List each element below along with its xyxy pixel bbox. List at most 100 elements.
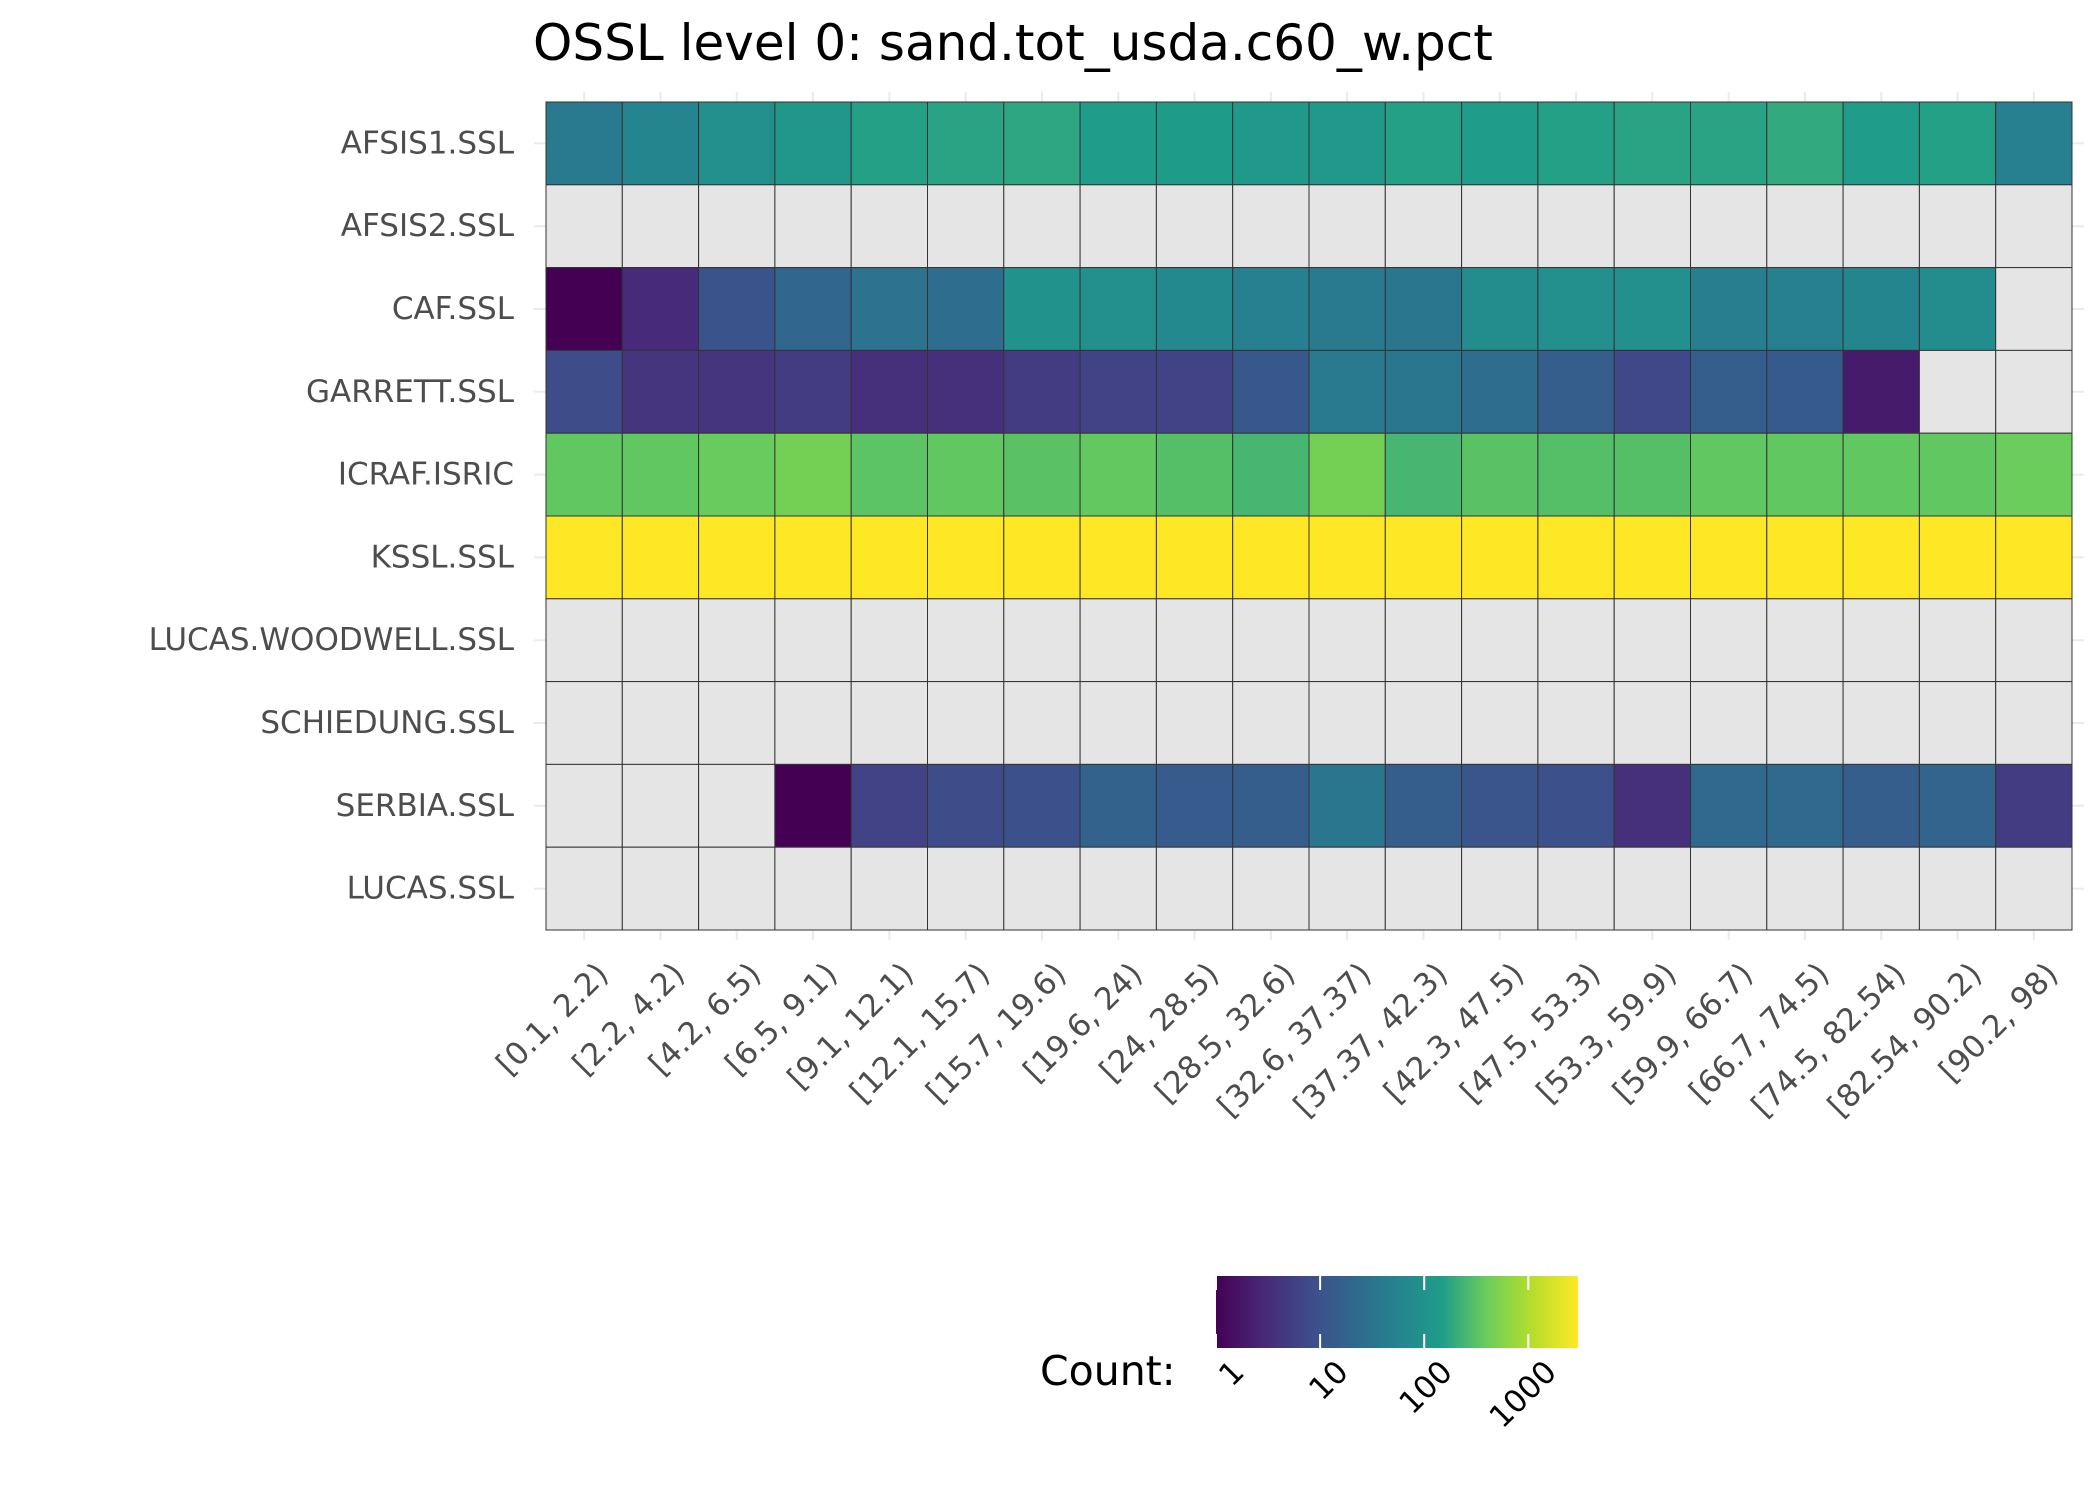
heatmap-cell (1384, 846, 1463, 931)
heatmap-cell (1690, 681, 1768, 765)
heatmap-cell (545, 598, 623, 683)
heatmap-cell (1003, 267, 1081, 351)
y-tick-label: SCHIEDUNG.SSL (260, 705, 514, 741)
heatmap-cell (1384, 267, 1463, 351)
heatmap-cell (1918, 349, 1997, 434)
heatmap-cell (621, 267, 700, 351)
heatmap-cell (1308, 846, 1386, 931)
y-tick-label: ICRAF.ISRIC (338, 457, 514, 493)
heatmap-cell (927, 846, 1005, 931)
heatmap-cell (774, 184, 852, 269)
heatmap-cell (621, 763, 700, 848)
heatmap-cell (1537, 349, 1615, 434)
heatmap-cell (1461, 846, 1539, 931)
heatmap-cell (1842, 267, 1920, 351)
heatmap-cell (1995, 267, 2073, 351)
heatmap-cell (1995, 349, 2073, 434)
legend-tick-label: 10 (1302, 1354, 1355, 1407)
heatmap-cell (1690, 184, 1768, 269)
heatmap-cell (1766, 267, 1844, 351)
heatmap-cell (698, 349, 776, 434)
heatmap-cell (1003, 681, 1081, 765)
heatmap-cell (621, 515, 700, 600)
heatmap-cell (774, 515, 852, 600)
heatmap-cell (1308, 432, 1386, 517)
heatmap-cell (1155, 101, 1234, 186)
heatmap-cell (1842, 101, 1920, 186)
heatmap-cell (1537, 846, 1615, 931)
heatmap-cell (1232, 846, 1310, 931)
heatmap-cell (1690, 432, 1768, 517)
heatmap-cell (1461, 681, 1539, 765)
heatmap-cell (1308, 681, 1386, 765)
heatmap-cell (1766, 432, 1844, 517)
heatmap-cell (621, 101, 700, 186)
heatmap-cell (1690, 763, 1768, 848)
heatmap-cell (1918, 846, 1997, 931)
heatmap-cell (1308, 763, 1386, 848)
heatmap-cell (1079, 432, 1157, 517)
heatmap-cell (1308, 515, 1386, 600)
heatmap-cell (1537, 598, 1615, 683)
y-tick-label: SERBIA.SSL (336, 788, 515, 824)
heatmap-cell (1308, 101, 1386, 186)
heatmap-cell (621, 432, 700, 517)
heatmap-cell (1308, 598, 1386, 683)
heatmap-cell (545, 515, 623, 600)
heatmap-cell (1308, 184, 1386, 269)
heatmap-cell (1079, 515, 1157, 600)
heatmap-cell (1613, 763, 1691, 848)
heatmap-cell (1232, 432, 1310, 517)
heatmap-cell (927, 432, 1005, 517)
heatmap-cell (1232, 349, 1310, 434)
heatmap-cell (1079, 763, 1157, 848)
heatmap-cell (927, 184, 1005, 269)
heatmap-cell (1155, 432, 1234, 517)
chart-title: OSSL level 0: sand.tot_usda.c60_w.pct (533, 14, 1493, 72)
heatmap-cell (1613, 846, 1691, 931)
heatmap-cell (1155, 598, 1234, 683)
heatmap-cell (1384, 681, 1463, 765)
heatmap-cell (1842, 763, 1920, 848)
heatmap-cell (850, 349, 929, 434)
heatmap-cell (1766, 846, 1844, 931)
heatmap-cell (698, 432, 776, 517)
heatmap-cell (850, 184, 929, 269)
heatmap-cell (1384, 432, 1463, 517)
heatmap-cell (850, 432, 929, 517)
heatmap-cell (1766, 681, 1844, 765)
x-axis-tick-labels: [0.1, 2.2)[2.2, 4.2)[4.2, 6.5)[6.5, 9.1)… (489, 956, 2065, 1124)
heatmap-cell (1613, 349, 1691, 434)
heatmap-cell (1003, 349, 1081, 434)
legend-tick-label: 1 (1212, 1354, 1251, 1393)
heatmap-cell (1537, 184, 1615, 269)
heatmap-cell (1995, 763, 2073, 848)
heatmap-cell (1995, 681, 2073, 765)
heatmap-cell (1384, 598, 1463, 683)
heatmap-cell (1613, 267, 1691, 351)
heatmap-cell (774, 763, 852, 848)
y-tick-label: LUCAS.SSL (347, 871, 515, 907)
heatmap-cell (850, 681, 929, 765)
heatmap-cell (1613, 598, 1691, 683)
heatmap-cell (1384, 101, 1463, 186)
heatmap-cell (850, 101, 929, 186)
heatmap-cell (774, 101, 852, 186)
heatmap-cell (1308, 267, 1386, 351)
heatmap-cell (927, 267, 1005, 351)
heatmap-cell (621, 598, 700, 683)
heatmap-cell (1155, 846, 1234, 931)
heatmap-cell (1766, 184, 1844, 269)
heatmap-cell (1003, 515, 1081, 600)
heatmap-cell (927, 101, 1005, 186)
heatmap-cell (1918, 101, 1997, 186)
heatmap-cell (545, 184, 623, 269)
heatmap-cell (1079, 349, 1157, 434)
heatmap-cell (1690, 515, 1768, 600)
heatmap-cell (1995, 598, 2073, 683)
heatmap-cell (1918, 598, 1997, 683)
heatmap-cell (1918, 184, 1997, 269)
y-tick-label: LUCAS.WOODWELL.SSL (149, 622, 515, 658)
heatmap-cell (1537, 101, 1615, 186)
heatmap-cell (621, 846, 700, 931)
